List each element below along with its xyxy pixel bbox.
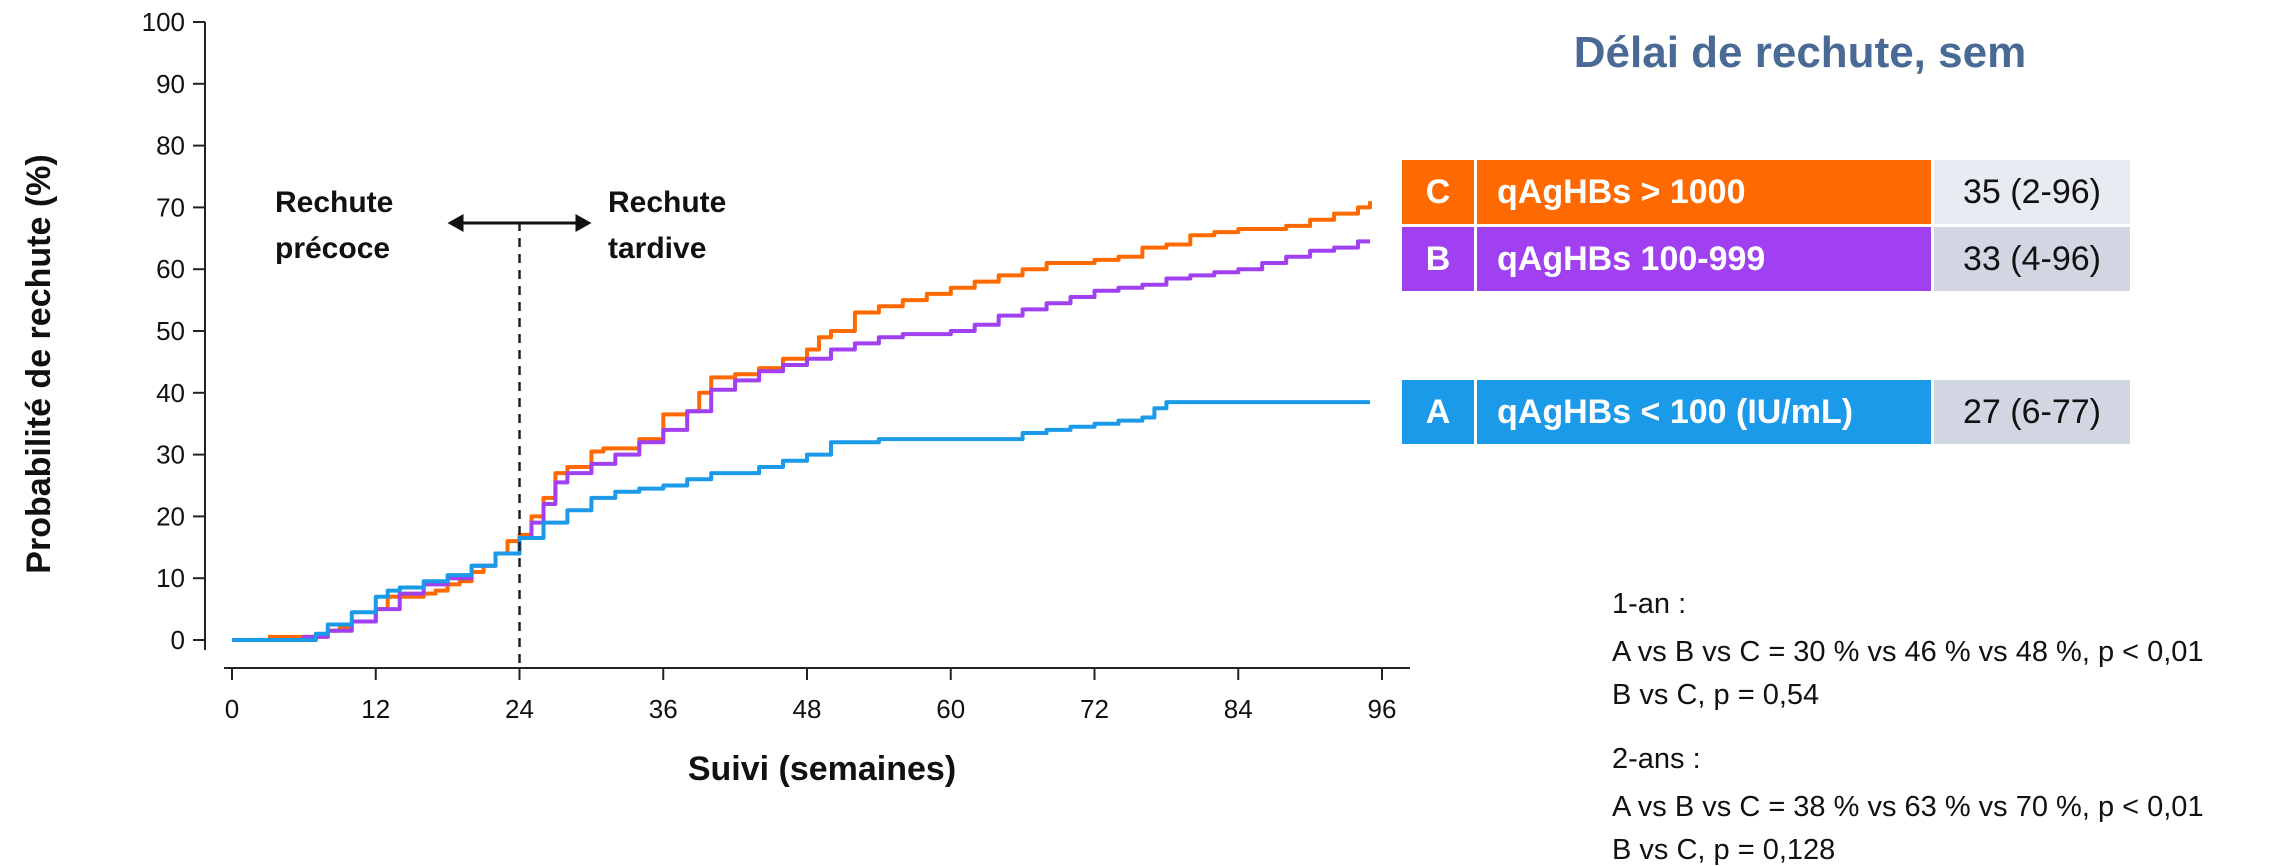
late-relapse-label: Rechute bbox=[608, 186, 726, 219]
chart-annotations: Rechute précoce Rechute tardive bbox=[275, 186, 726, 668]
legend-value-b: 33 (4-96) bbox=[1934, 227, 2130, 291]
y-tick-label: 10 bbox=[156, 563, 185, 593]
stats-1y-line1: A vs B vs C = 30 % vs 46 % vs 48 %, p < … bbox=[1612, 636, 2204, 668]
chart-axes bbox=[204, 22, 1410, 669]
x-axis-title: Suivi (semaines) bbox=[688, 750, 956, 788]
arrow-left-head bbox=[447, 214, 464, 232]
y-tick-label: 100 bbox=[142, 7, 185, 37]
y-axis-title: Probabilité de rechute (%) bbox=[20, 154, 58, 573]
y-tick-label: 70 bbox=[156, 192, 185, 222]
chart-ticks: 0 10 20 30 40 50 60 70 80 90 100 0 12 24 36 48 60 72 84 96 bbox=[142, 7, 1397, 724]
late-relapse-label: tardive bbox=[608, 232, 706, 265]
x-tick-label: 84 bbox=[1224, 694, 1253, 724]
legend-value-c: 35 (2-96) bbox=[1934, 160, 2130, 224]
y-tick-label: 40 bbox=[156, 378, 185, 408]
legend-label-b: qAgHBs 100-999 bbox=[1477, 227, 1931, 291]
x-tick-label: 48 bbox=[793, 694, 822, 724]
y-tick-label: 30 bbox=[156, 440, 185, 470]
x-tick-label: 72 bbox=[1080, 694, 1109, 724]
y-tick-label: 60 bbox=[156, 254, 185, 284]
legend-letter-b: B bbox=[1402, 227, 1474, 291]
legend-letter-a: A bbox=[1402, 380, 1474, 444]
y-tick-label: 90 bbox=[156, 69, 185, 99]
y-tick-label: 80 bbox=[156, 131, 185, 161]
stats-1y-line2: B vs C, p = 0,54 bbox=[1612, 679, 1820, 711]
stats-1y-header: 1-an : bbox=[1612, 588, 1687, 620]
series-line-a bbox=[232, 400, 1370, 642]
legend-label-c: qAgHBs > 1000 bbox=[1477, 160, 1931, 224]
early-relapse-label: précoce bbox=[275, 232, 390, 265]
series-line-c bbox=[267, 201, 1372, 639]
x-tick-label: 96 bbox=[1368, 694, 1397, 724]
series-line-b bbox=[232, 239, 1370, 642]
legend-value-a: 27 (6-77) bbox=[1934, 380, 2130, 444]
legend-title: Délai de rechute, sem bbox=[1573, 28, 2027, 77]
y-tick-label: 20 bbox=[156, 501, 185, 531]
stats-2y-line1: A vs B vs C = 38 % vs 63 % vs 70 %, p < … bbox=[1612, 791, 2204, 823]
legend-label-a: qAgHBs < 100 (IU/mL) bbox=[1477, 380, 1931, 444]
y-tick-label: 0 bbox=[171, 625, 185, 655]
x-tick-label: 24 bbox=[505, 694, 534, 724]
legend-row-a: A qAgHBs < 100 (IU/mL) 27 (6-77) bbox=[1402, 380, 2130, 444]
legend-letter-c: C bbox=[1402, 160, 1474, 224]
x-tick-label: 60 bbox=[936, 694, 965, 724]
arrow-right-head bbox=[575, 214, 592, 232]
chart-series bbox=[232, 201, 1372, 642]
stats-2y-header: 2-ans : bbox=[1612, 743, 1701, 775]
x-tick-label: 36 bbox=[649, 694, 678, 724]
legend-row-c: C qAgHBs > 1000 35 (2-96) bbox=[1402, 160, 2130, 224]
x-tick-label: 0 bbox=[225, 694, 239, 724]
legend-row-b: B qAgHBs 100-999 33 (4-96) bbox=[1402, 227, 2130, 291]
x-tick-label: 12 bbox=[361, 694, 390, 724]
early-relapse-label: Rechute bbox=[275, 186, 393, 219]
stats-2y-line2: B vs C, p = 0,128 bbox=[1612, 834, 1836, 866]
y-tick-label: 50 bbox=[156, 316, 185, 346]
